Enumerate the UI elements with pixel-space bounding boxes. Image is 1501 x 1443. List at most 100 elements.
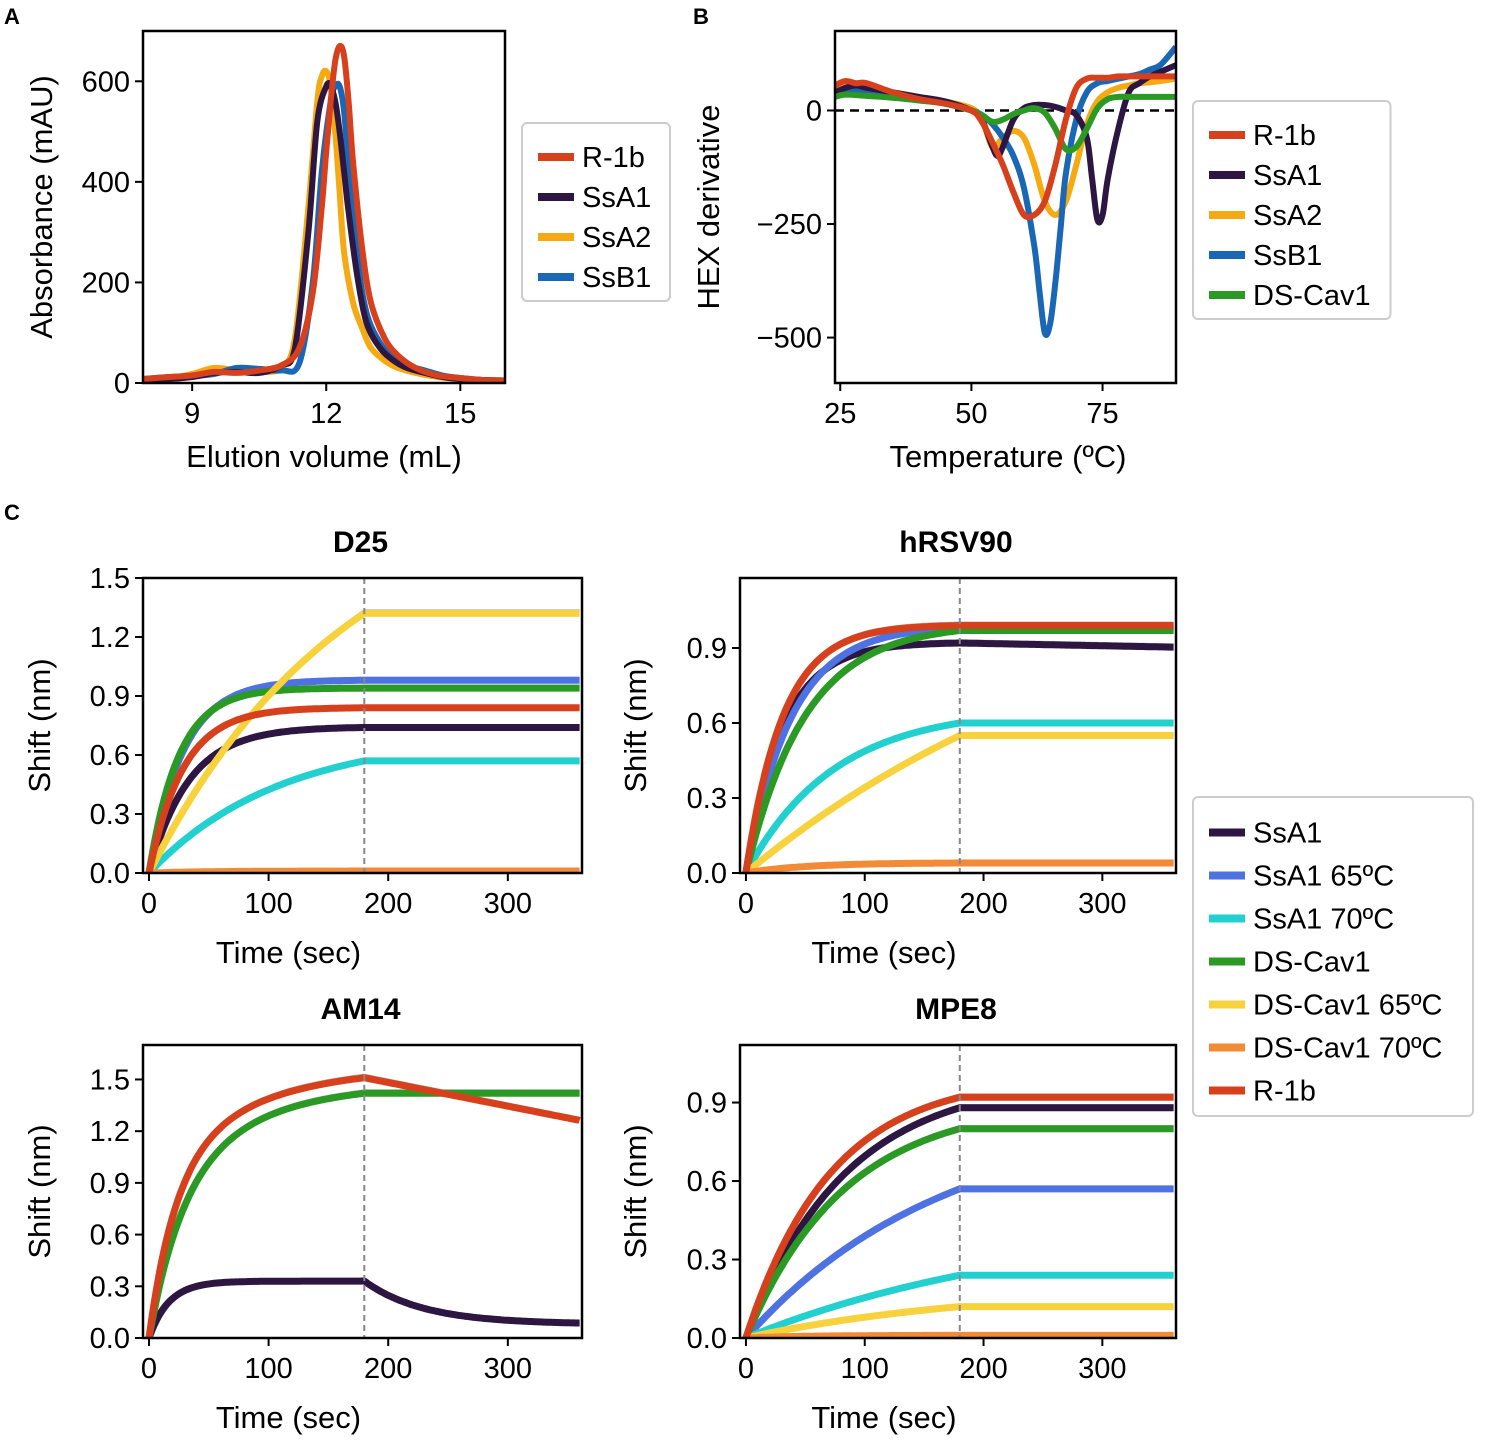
y-tick-label: 0.0 <box>687 1323 727 1355</box>
plot-frame <box>141 29 507 385</box>
x-axis-label: Time (sec) <box>216 1400 361 1435</box>
y-axis-label: HEX derivative <box>691 104 726 309</box>
y-tick-label: 0.6 <box>90 1220 130 1252</box>
x-tick-label: 100 <box>244 888 292 920</box>
chart-c-am14: 0 100 200 300 0.0 0.3 0.6 0.9 1.2 1.5 AM14 Time (se… <box>22 993 584 1435</box>
legend-b-box <box>1192 100 1392 320</box>
panel-title: hRSV90 <box>899 526 1012 559</box>
chart-c-mpe8: 0 100 200 300 0.0 0.3 0.6 0.9 MPE8 Time (sec) Shif… <box>618 993 1178 1435</box>
y-tick-label: 0.0 <box>90 1323 130 1355</box>
y-tick-label: 0.6 <box>687 1166 727 1198</box>
legend-label: R-1b <box>1253 120 1316 152</box>
x-tick-label: 300 <box>1078 888 1126 920</box>
x-tick-label: 200 <box>364 888 412 920</box>
panel-letter-a: A <box>4 4 20 29</box>
series-line <box>835 73 1176 221</box>
y-tick-label: 0.3 <box>687 783 727 815</box>
x-tick-label: 0 <box>141 888 157 920</box>
series-line <box>143 42 505 383</box>
series-line <box>742 622 1174 873</box>
y-axis-label: Absorbance (mAU) <box>24 75 59 339</box>
y-tick-label: 200 <box>82 267 130 299</box>
legend-label: SsA2 <box>582 222 651 254</box>
plot-frame <box>833 29 1178 385</box>
series-layer <box>143 42 505 383</box>
y-tick-label: 0.9 <box>90 681 130 713</box>
panel-title: D25 <box>333 526 388 559</box>
y-tick-label: 0.3 <box>90 799 130 831</box>
series-line <box>143 80 505 383</box>
legend-label: SsA1 65ºC <box>1253 861 1394 893</box>
chart-b: 25 50 75 −500 −250 0 Temperature (ºC) HEX deriv… <box>691 29 1392 474</box>
legend-label: SsA1 <box>1253 160 1322 192</box>
legend-label: R-1b <box>1253 1076 1316 1108</box>
y-axis-label: Shift (nm) <box>618 658 653 792</box>
legend-label: SsA1 <box>1253 818 1322 850</box>
legend-label: DS-Cav1 65ºC <box>1253 990 1443 1022</box>
legend-label: SsA1 <box>582 182 651 214</box>
y-axis-label: Shift (nm) <box>618 1124 653 1258</box>
y-tick-label: 0.3 <box>687 1245 727 1277</box>
x-tick-label: 100 <box>244 1353 292 1385</box>
x-axis-label: Time (sec) <box>811 1400 956 1435</box>
x-tick-label: 300 <box>1078 1353 1126 1385</box>
x-tick-label: 50 <box>955 398 987 430</box>
legend-label: SsB1 <box>582 262 651 294</box>
legend-a-box <box>521 122 671 302</box>
x-tick-label: 25 <box>824 398 856 430</box>
legend-label: SsA1 70ºC <box>1253 904 1394 936</box>
plot-frame <box>738 1043 1178 1340</box>
panel-title: AM14 <box>320 993 400 1026</box>
x-axis-label: Time (sec) <box>811 935 956 970</box>
y-tick-label: 0.9 <box>687 633 727 665</box>
y-tick-label: 1.2 <box>90 622 130 654</box>
y-axis-label: Shift (nm) <box>22 1124 57 1258</box>
x-tick-label: 0 <box>141 1353 157 1385</box>
y-tick-label: 1.5 <box>90 1064 130 1096</box>
panel-letter-b: B <box>693 4 709 29</box>
x-tick-label: 100 <box>841 888 889 920</box>
y-tick-label: 0.3 <box>90 1271 130 1303</box>
chart-a: 9 12 15 0 200 400 600 Elution volume (mL) Absorb… <box>24 29 671 474</box>
x-tick-label: 300 <box>484 1353 532 1385</box>
panel-title: MPE8 <box>915 993 997 1026</box>
y-axis-label: Shift (nm) <box>22 658 57 792</box>
legend-label: SsA2 <box>1253 200 1322 232</box>
y-tick-label: 0.0 <box>90 858 130 890</box>
y-tick-label: −250 <box>757 209 822 241</box>
plot-frame <box>141 576 584 875</box>
y-tick-label: 0.9 <box>687 1088 727 1120</box>
legend-label: SsB1 <box>1253 240 1322 272</box>
x-axis-label: Temperature (ºC) <box>890 439 1127 474</box>
series-line <box>143 67 505 383</box>
y-tick-label: 0.6 <box>90 740 130 772</box>
x-axis-label: Elution volume (mL) <box>186 439 462 474</box>
y-tick-label: 1.5 <box>90 563 130 595</box>
x-tick-label: 0 <box>738 888 754 920</box>
y-tick-label: 0 <box>114 368 130 400</box>
y-tick-label: 600 <box>82 66 130 98</box>
legend-label: R-1b <box>582 142 645 174</box>
panel-letter-c: C <box>4 500 20 525</box>
y-tick-label: 0.9 <box>90 1168 130 1200</box>
charts-layer: 9 12 15 0 200 400 600 Elution volume (mL) Absorb… <box>22 29 1474 1435</box>
plot-frame <box>141 1043 584 1340</box>
legend-label: DS-Cav1 70ºC <box>1253 1033 1443 1065</box>
x-axis-label: Time (sec) <box>216 935 361 970</box>
x-tick-label: 12 <box>310 398 342 430</box>
series-line <box>145 704 580 873</box>
series-line <box>145 1277 580 1338</box>
y-tick-label: 0.6 <box>687 708 727 740</box>
x-tick-label: 200 <box>959 1353 1007 1385</box>
series-line <box>145 1089 580 1338</box>
legend-label: DS-Cav1 <box>1253 947 1371 979</box>
x-tick-label: 200 <box>959 888 1007 920</box>
x-tick-label: 15 <box>444 398 476 430</box>
y-tick-label: 0 <box>806 95 822 127</box>
chart-c-d25: 0 100 200 300 0.0 0.3 0.6 0.9 1.2 1.5 D25 Time (sec… <box>22 526 584 970</box>
x-tick-label: 200 <box>364 1353 412 1385</box>
x-tick-label: 300 <box>484 888 532 920</box>
legend-label: DS-Cav1 <box>1253 280 1371 312</box>
series-line <box>146 757 580 873</box>
